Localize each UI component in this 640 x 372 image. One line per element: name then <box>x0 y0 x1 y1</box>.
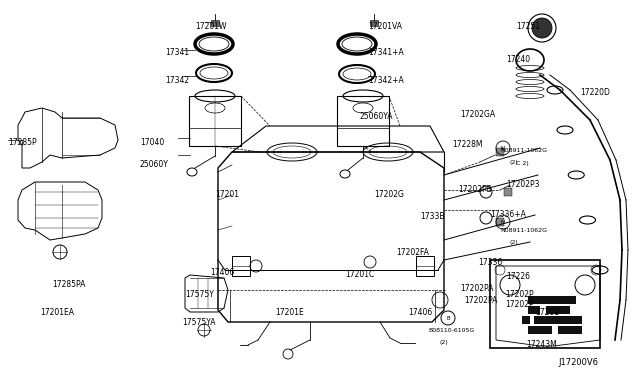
Text: C 2): C 2) <box>516 161 529 167</box>
Text: (2): (2) <box>510 160 519 165</box>
Text: 17226: 17226 <box>506 272 530 281</box>
Text: 17243M: 17243M <box>526 340 557 349</box>
Bar <box>552 296 564 304</box>
Bar <box>189 96 241 146</box>
Bar <box>522 316 530 324</box>
Text: B: B <box>446 315 450 321</box>
Bar <box>570 316 582 324</box>
Text: 17202GA: 17202GA <box>460 110 495 119</box>
Text: 17202PA: 17202PA <box>464 296 497 305</box>
Bar <box>534 296 550 304</box>
Bar <box>546 316 558 324</box>
Bar <box>504 188 512 196</box>
Text: 17575Y: 17575Y <box>185 290 214 299</box>
Bar <box>490 260 600 348</box>
Bar <box>564 296 576 304</box>
Bar <box>211 20 219 26</box>
Text: 17341: 17341 <box>165 48 189 57</box>
Bar <box>558 306 570 314</box>
Text: 17201EA: 17201EA <box>40 308 74 317</box>
Bar <box>528 326 540 334</box>
Text: 17406: 17406 <box>408 308 432 317</box>
Bar <box>540 296 552 304</box>
Text: 17201E: 17201E <box>275 308 304 317</box>
Text: 17336: 17336 <box>478 258 502 267</box>
Text: B08110-6105G: B08110-6105G <box>428 328 474 333</box>
Text: 17251: 17251 <box>516 22 540 31</box>
Text: N: N <box>501 145 505 151</box>
Text: 17336+A: 17336+A <box>490 210 526 219</box>
Text: 17202P: 17202P <box>505 290 534 299</box>
Bar <box>540 326 552 334</box>
Bar <box>570 326 582 334</box>
Text: 17341+A: 17341+A <box>368 48 404 57</box>
Bar <box>558 326 570 334</box>
Text: 17575YA: 17575YA <box>182 318 216 327</box>
Bar <box>416 256 434 276</box>
Text: 17201C: 17201C <box>345 270 374 279</box>
Text: J17200V6: J17200V6 <box>558 358 598 367</box>
Text: 17201: 17201 <box>535 308 559 317</box>
Text: 17220D: 17220D <box>580 88 610 97</box>
Text: 17228M: 17228M <box>452 140 483 149</box>
Text: 17202G: 17202G <box>374 190 404 199</box>
Bar <box>528 296 540 304</box>
Text: 17342+A: 17342+A <box>368 76 404 85</box>
Bar <box>496 218 504 226</box>
Bar <box>232 256 250 276</box>
Bar <box>337 96 389 146</box>
Text: 1733B: 1733B <box>420 212 445 221</box>
Text: 17202PB: 17202PB <box>458 185 492 194</box>
Bar <box>528 306 540 314</box>
Text: 17201W: 17201W <box>195 22 227 31</box>
Text: 17202P: 17202P <box>505 300 534 309</box>
Text: (2): (2) <box>440 340 449 345</box>
Text: 17202P3: 17202P3 <box>506 180 540 189</box>
Bar <box>546 306 558 314</box>
Circle shape <box>532 18 552 38</box>
Text: 17202FA: 17202FA <box>396 248 429 257</box>
Text: 17040: 17040 <box>140 138 164 147</box>
Bar <box>370 20 378 26</box>
Text: 17201: 17201 <box>215 190 239 199</box>
Text: 17285P: 17285P <box>8 138 36 147</box>
Bar <box>558 316 570 324</box>
Text: 17285PA: 17285PA <box>52 280 85 289</box>
Text: (2): (2) <box>510 240 519 245</box>
Text: N: N <box>501 219 505 224</box>
Text: 17342: 17342 <box>165 76 189 85</box>
Text: 17202PA: 17202PA <box>460 284 493 293</box>
Text: 17201VA: 17201VA <box>368 22 402 31</box>
Text: N08911-1062G: N08911-1062G <box>500 148 547 153</box>
Text: 25060Y: 25060Y <box>140 160 169 169</box>
Text: 17406: 17406 <box>210 268 234 277</box>
Text: 17240: 17240 <box>506 55 530 64</box>
Bar <box>496 148 504 156</box>
Bar <box>534 316 546 324</box>
Text: N08911-1062G: N08911-1062G <box>500 228 547 233</box>
Text: 25060YA: 25060YA <box>360 112 394 121</box>
